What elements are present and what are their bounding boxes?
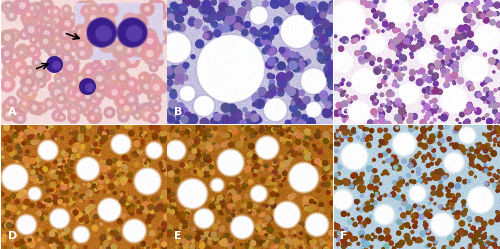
Text: C: C xyxy=(340,107,348,117)
Text: E: E xyxy=(174,231,182,241)
Text: A: A xyxy=(8,107,16,117)
Text: D: D xyxy=(8,231,17,241)
Text: F: F xyxy=(340,231,348,241)
Text: B: B xyxy=(174,107,182,117)
